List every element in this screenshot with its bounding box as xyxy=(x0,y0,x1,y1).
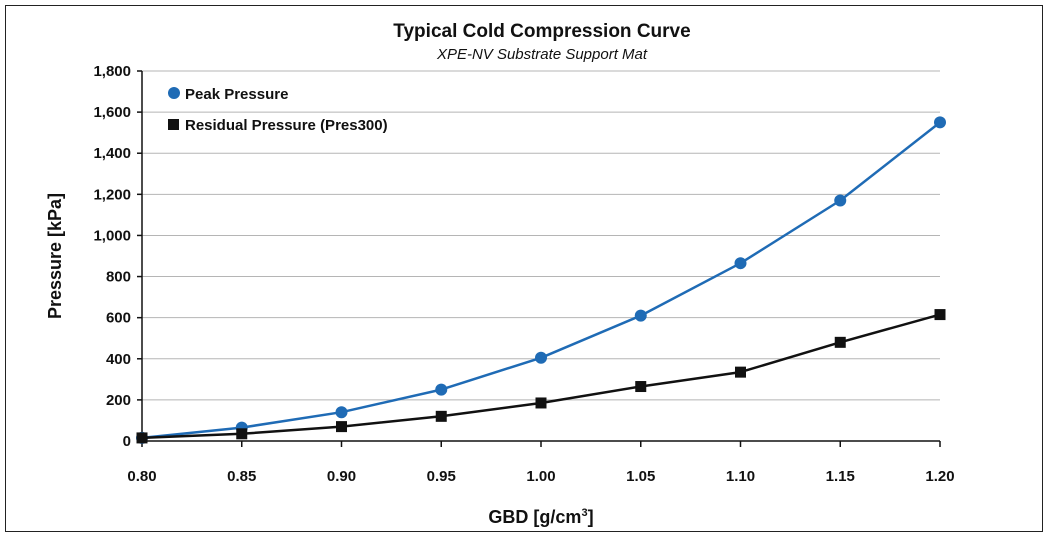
x-tick-label: 1.00 xyxy=(526,468,555,485)
legend-label-peak: Peak Pressure xyxy=(185,86,288,103)
y-tick-label: 1,200 xyxy=(93,186,131,203)
y-tick-labels: 0 200 400 600 800 1,000 1,200 1,400 1,600 1,800 xyxy=(93,63,131,450)
data-point-residual xyxy=(834,336,846,348)
data-point-peak xyxy=(734,257,747,270)
data-point-peak xyxy=(335,406,348,419)
x-axis-label-sup: 3 xyxy=(581,507,587,519)
x-tick-label: 1.05 xyxy=(626,468,655,485)
chart-subtitle: XPE-NV Substrate Support Mat xyxy=(436,46,648,63)
data-point-residual xyxy=(934,309,946,321)
y-tick-label: 800 xyxy=(106,269,131,286)
y-tick-label: 200 xyxy=(106,392,131,409)
data-point-peak xyxy=(934,116,946,129)
y-tick-label: 0 xyxy=(123,433,131,450)
y-tick-label: 600 xyxy=(106,310,131,327)
x-tick-labels: 0.80 0.85 0.90 0.95 1.00 1.05 1.10 1.15 1.20 xyxy=(127,468,954,485)
data-point-residual xyxy=(136,432,148,444)
y-tick-label: 1,400 xyxy=(93,145,131,162)
data-point-peak xyxy=(834,194,847,207)
y-tick-label: 1,000 xyxy=(93,227,131,244)
x-axis-label-end: ] xyxy=(588,507,594,527)
x-tick-label: 1.20 xyxy=(925,468,954,485)
data-point-peak xyxy=(435,383,448,396)
series-line-peak xyxy=(141,121,941,440)
y-tick-label: 1,800 xyxy=(93,63,131,80)
y-tick-label: 400 xyxy=(106,351,131,368)
data-point-residual xyxy=(435,410,447,422)
legend-marker-peak xyxy=(168,87,180,99)
data-point-peak xyxy=(634,309,647,322)
x-tick-label: 0.90 xyxy=(327,468,356,485)
x-tick-label: 1.15 xyxy=(826,468,855,485)
data-point-residual xyxy=(336,421,347,433)
data-point-residual xyxy=(635,381,647,393)
y-tick-label: 1,600 xyxy=(93,104,131,121)
data-point-residual xyxy=(236,428,248,440)
series-line-residual xyxy=(141,313,941,440)
y-axis-label: Pressure [kPa] xyxy=(45,193,65,319)
x-tick-label: 0.80 xyxy=(127,468,156,485)
legend: Peak Pressure Residual Pressure (Pres300… xyxy=(168,86,388,134)
x-axis-label: GBD [g/cm3] xyxy=(488,507,593,527)
legend-label-residual: Residual Pressure (Pres300) xyxy=(185,117,388,134)
x-tick-label: 1.10 xyxy=(726,468,755,485)
grid-lines xyxy=(142,70,940,401)
data-series xyxy=(136,116,946,444)
x-tick-label: 0.85 xyxy=(227,468,256,485)
data-point-residual xyxy=(535,397,547,409)
chart-title: Typical Cold Compression Curve xyxy=(393,21,690,42)
data-point-peak xyxy=(535,351,547,364)
legend-marker-residual xyxy=(168,119,179,130)
x-axis-label-main: GBD [g/cm xyxy=(488,507,581,527)
x-tick-label: 0.95 xyxy=(427,468,456,485)
data-point-residual xyxy=(735,366,746,378)
